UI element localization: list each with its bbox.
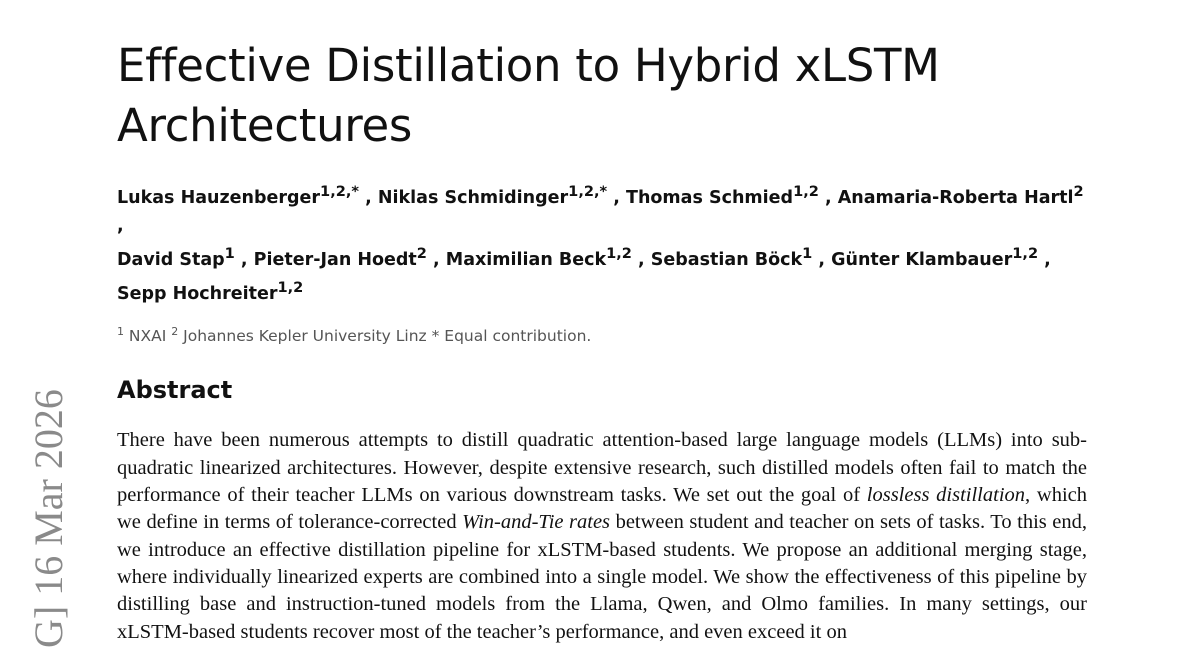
affiliations: 1 NXAI 2 Johannes Kepler University Linz… (117, 325, 1087, 347)
author-name: Günter Klambauer (831, 249, 1013, 270)
author-name: David Stap (117, 249, 225, 270)
abstract-text: There have been numerous attempts to dis… (117, 427, 1087, 645)
author-separator: , (1038, 249, 1051, 270)
affiliation-1: NXAI (124, 327, 172, 346)
author-name: Sebastian Böck (650, 249, 803, 270)
abstract-heading: Abstract (117, 376, 233, 405)
author-name: Sepp Hochreiter (117, 283, 278, 304)
equal-contribution-note: Equal contribution. (439, 327, 592, 346)
affiliation-mark-1: 1 (117, 325, 124, 339)
title-line-1: Effective Distillation to Hybrid xLSTM (117, 39, 940, 92)
author-affiliation-mark: 1 (224, 244, 235, 262)
author-separator: , (607, 187, 627, 208)
abstract-part-2: , which we define in terms of tolerance-… (117, 484, 1087, 534)
paper-header: Effective Distillation to Hybrid xLSTM A… (117, 36, 1087, 666)
author-affiliation-mark: 1,2 (1012, 244, 1039, 262)
author-name: Niklas Schmidinger (377, 187, 569, 208)
arxiv-margin-stamp: G] 16 Mar 2026 (26, 389, 71, 648)
author-name: Maximilian Beck (445, 249, 607, 270)
author-affiliation-mark: 1,2 (606, 244, 632, 262)
author-separator: , (818, 187, 838, 208)
author-separator: , (812, 249, 832, 270)
author-affiliation-mark: 1,2,* (568, 183, 608, 200)
title-line-2: Architectures (117, 99, 413, 152)
equal-contribution-mark: * (431, 327, 440, 346)
author-affiliation-mark: 1 (802, 244, 813, 262)
author-name: Lukas Hauzenberger (117, 187, 321, 208)
author-affiliation-mark: 2 (1073, 183, 1084, 200)
author-affiliation-mark: 1,2 (793, 183, 819, 200)
affiliation-2: Johannes Kepler University Linz (178, 327, 432, 346)
abstract-part-1: There have been numerous attempts to dis… (117, 429, 1087, 507)
abstract-emphasis-win-tie: Win-and-Tie rates (462, 511, 611, 534)
author-name: Thomas Schmied (626, 187, 794, 208)
author-affiliation-mark: 1,2,* (320, 183, 360, 200)
author-separator: , (426, 249, 446, 270)
author-affiliation-mark: 1,2 (277, 278, 304, 296)
abstract-emphasis-lossless: lossless distillation (866, 484, 1026, 507)
author-separator: , (117, 215, 124, 236)
author-name: Pieter-Jan Hoedt (253, 249, 417, 270)
paper-title: Effective Distillation to Hybrid xLSTM A… (117, 36, 1087, 156)
author-separator: , (631, 249, 651, 270)
author-separator: , (359, 187, 378, 208)
author-affiliation-mark: 2 (416, 244, 427, 262)
affiliation-mark-2: 2 (171, 325, 179, 339)
author-list: Lukas Hauzenberger1,2,* , Niklas Schmidi… (117, 178, 1087, 307)
author-separator: , (234, 249, 254, 270)
author-name: Anamaria-Roberta Hartl (837, 187, 1074, 208)
abstract-part-3: between student and teacher on sets of t… (117, 511, 1088, 643)
